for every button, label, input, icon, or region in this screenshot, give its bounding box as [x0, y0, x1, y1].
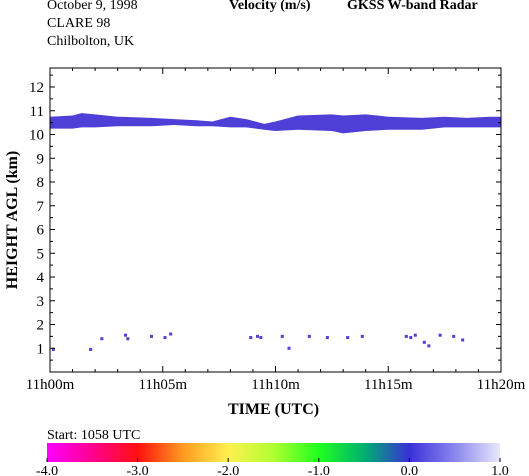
y-tick-label: 7 — [37, 199, 45, 215]
colorbar-tick-label: -2.0 — [217, 464, 239, 476]
echo-point — [163, 336, 167, 340]
x-tick-label: 11h00m — [26, 377, 75, 393]
y-tick-label: 5 — [37, 246, 45, 262]
echo-point — [360, 334, 364, 338]
y-axis-label: HEIGHT AGL (km) — [4, 151, 21, 289]
x-axis-label: TIME (UTC) — [228, 401, 319, 418]
plot-frame — [49, 67, 502, 373]
y-tick-label: 8 — [37, 175, 45, 191]
echo-point — [169, 332, 173, 336]
echo-point — [126, 337, 130, 341]
y-tick-label: 11 — [30, 104, 44, 120]
colorbar-tick-label: -1.0 — [308, 464, 330, 476]
y-tick-label: 10 — [29, 128, 44, 144]
echo-point — [422, 340, 426, 344]
echo-point — [51, 347, 55, 351]
variable-title: Velocity (m/s) — [229, 0, 311, 13]
x-tick-label: 11h15m — [364, 377, 413, 393]
echo-point — [149, 334, 153, 338]
x-tick-label: 11h10m — [251, 377, 300, 393]
x-tick-label: 11h05m — [138, 377, 187, 393]
echo-point — [287, 346, 291, 350]
colorbar — [47, 443, 500, 462]
echo-point — [413, 333, 417, 337]
colorbar-ticks: -4.0 -3.0 -2.0 -1.0 0.0 1.0 — [36, 458, 509, 476]
colorbar-tick-label: 1.0 — [491, 464, 509, 476]
y-tick-label: 2 — [37, 318, 45, 334]
cloud-layer — [50, 113, 501, 134]
echo-point — [307, 334, 311, 338]
colorbar-tick-label: -4.0 — [36, 464, 58, 476]
instrument-title: GKSS W-band Radar — [347, 0, 478, 13]
colorbar-tick-label: 0.0 — [401, 464, 419, 476]
echo-point — [280, 334, 284, 338]
date-label: October 9, 1998 — [47, 0, 138, 13]
echo-point — [409, 336, 413, 340]
y-tick-label: 3 — [37, 294, 45, 310]
plot-area — [50, 113, 501, 351]
echo-point — [249, 336, 253, 340]
echo-point — [325, 336, 329, 340]
echo-point — [124, 333, 128, 337]
campaign-label: CLARE 98 — [47, 16, 111, 31]
colorbar-start-label: Start: 1058 UTC — [47, 428, 140, 443]
x-tick-label: 11h20m — [477, 377, 526, 393]
echo-point — [89, 347, 93, 351]
y-tick-label: 4 — [37, 270, 45, 286]
echo-point — [346, 336, 350, 340]
y-tick-label: 12 — [29, 80, 44, 96]
echo-point — [438, 333, 442, 337]
y-tick-label: 6 — [37, 223, 45, 239]
y-tick-label: 9 — [37, 151, 45, 167]
y-tick-label: 1 — [37, 341, 45, 357]
echo-point — [461, 338, 465, 342]
echo-point — [452, 334, 456, 338]
echo-point — [404, 334, 408, 338]
echo-point — [427, 344, 431, 348]
location-label: Chilbolton, UK — [47, 34, 135, 49]
echo-point — [259, 336, 263, 340]
colorbar-tick-label: -3.0 — [127, 464, 149, 476]
echo-point — [100, 337, 104, 341]
echo-point — [255, 334, 259, 338]
